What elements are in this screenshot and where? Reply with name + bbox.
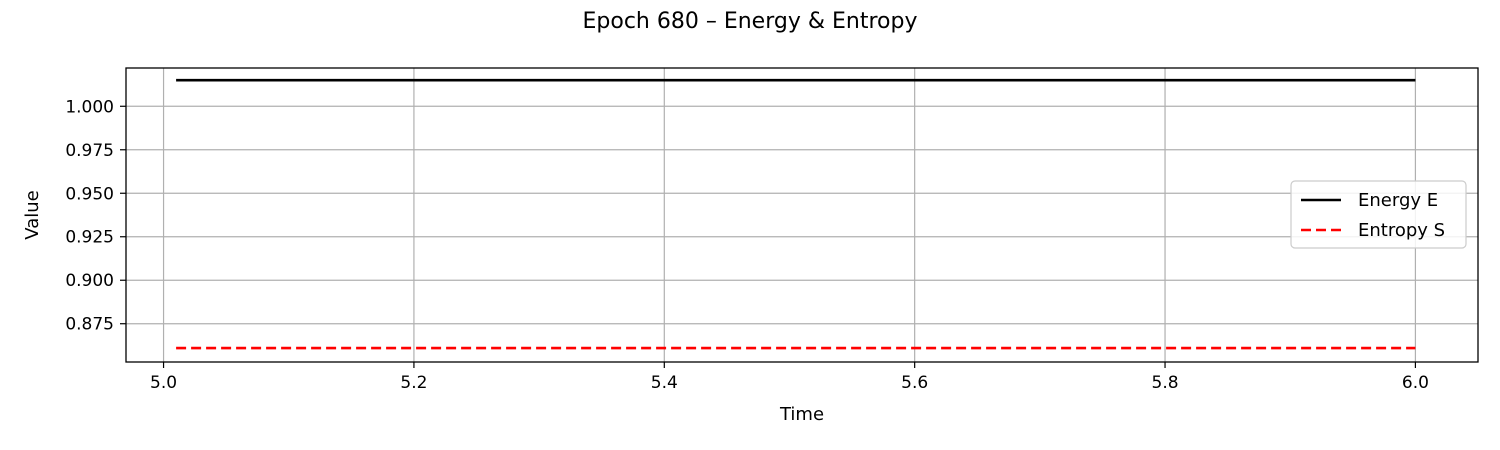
x-tick-label: 5.0 (150, 373, 177, 393)
chart-title: Epoch 680 – Energy & Entropy (583, 9, 918, 34)
y-tick-label: 0.900 (65, 271, 114, 291)
x-tick-label: 5.4 (651, 373, 678, 393)
legend-label: Energy E (1358, 190, 1438, 211)
y-tick-label: 1.000 (65, 97, 114, 117)
x-axis-label: Time (779, 404, 824, 425)
x-tick-label: 6.0 (1402, 373, 1429, 393)
legend: Energy E Entropy S (1290, 180, 1467, 249)
y-tick-label: 0.925 (65, 228, 114, 248)
x-tick-label: 5.2 (400, 373, 427, 393)
x-tick-label: 5.8 (1152, 373, 1179, 393)
y-tick-label: 0.975 (65, 141, 114, 161)
y-axis-label: Value (22, 190, 43, 239)
x-tick-label: 5.6 (901, 373, 928, 393)
legend-label: Entropy S (1358, 220, 1445, 241)
y-tick-label: 0.950 (65, 184, 114, 204)
plot-series (176, 78, 1416, 350)
plot-frame (125, 67, 1479, 363)
grid (126, 68, 1478, 362)
y-tick-label: 0.875 (65, 315, 114, 335)
ticks: 5.0 5.2 5.4 5.6 5.8 6.0 0.875 0.900 0.925 0.950 0.… (65, 97, 1429, 393)
